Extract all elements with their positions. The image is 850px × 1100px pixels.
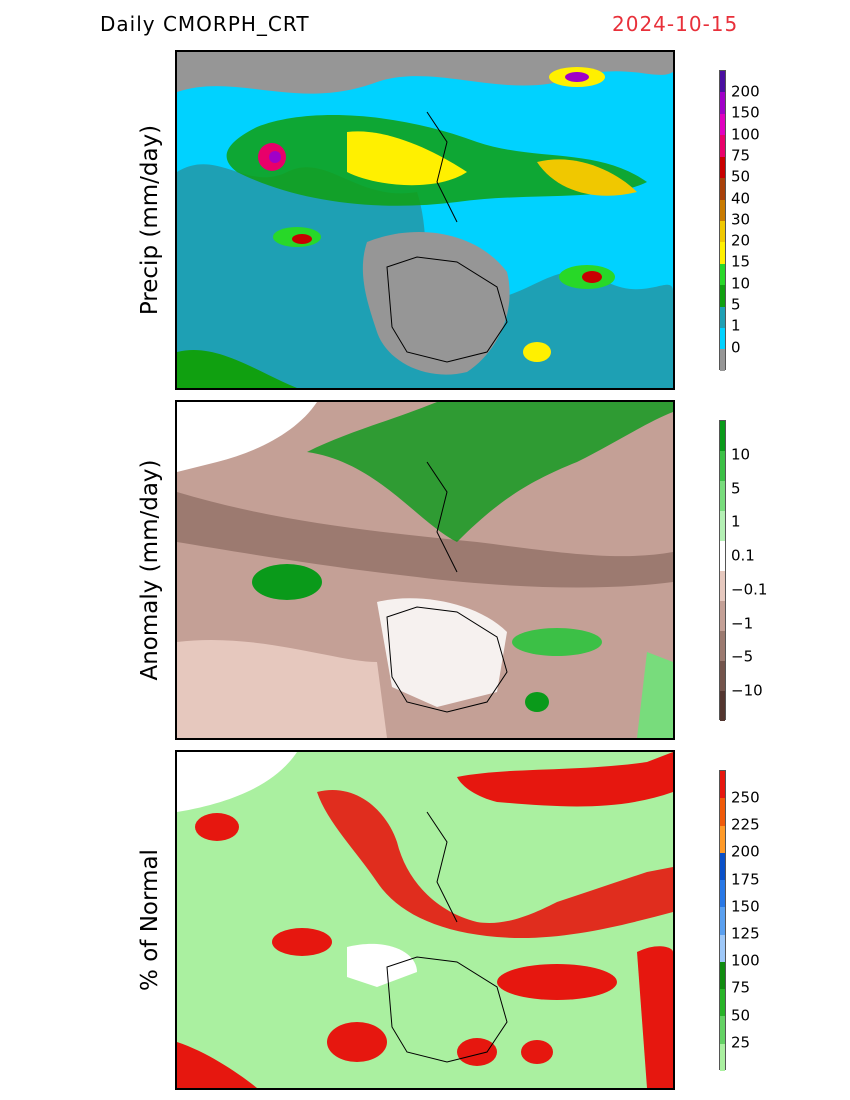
- colorbar-label: −0.1: [731, 580, 768, 599]
- colorbar-label: 1: [731, 316, 741, 335]
- colorbar-label: 50: [731, 167, 751, 186]
- colorbar-label: 0.1: [731, 546, 755, 565]
- anomaly-axis-label: Anomaly (mm/day): [137, 459, 163, 681]
- colorbar-label: 225: [731, 815, 760, 834]
- colorbar-swatch: [720, 481, 725, 511]
- colorbar-label: 15: [731, 252, 751, 271]
- colorbar-label: 150: [731, 897, 760, 916]
- colorbar-swatch: [720, 421, 725, 451]
- precip-axis-label: Precip (mm/day): [137, 124, 163, 316]
- colorbar-swatch: [720, 263, 725, 286]
- colorbar-label: 5: [731, 295, 741, 314]
- colorbar-label: 100: [731, 125, 760, 144]
- colorbar-swatch: [720, 135, 725, 157]
- precip-colorbar: [719, 70, 726, 371]
- colorbar-swatch: [720, 798, 725, 826]
- percent-normal-colorbar: [719, 770, 726, 1071]
- colorbar-swatch: [720, 601, 725, 631]
- colorbar-label: 30: [731, 210, 751, 229]
- colorbar-swatch: [720, 71, 725, 93]
- colorbar-label: −1: [731, 614, 754, 632]
- colorbar-swatch: [720, 907, 725, 935]
- anomaly-colorbar: [719, 420, 726, 721]
- colorbar-label: 20: [731, 231, 751, 250]
- colorbar-swatch: [720, 220, 725, 243]
- colorbar-swatch: [720, 631, 725, 661]
- colorbar-label: 75: [731, 146, 751, 165]
- colorbar-swatch: [720, 961, 725, 990]
- colorbar-swatch: [720, 113, 725, 136]
- colorbar-swatch: [720, 880, 725, 908]
- colorbar-swatch: [720, 541, 725, 571]
- product-title: Daily CMORPH_CRT: [100, 12, 310, 36]
- anomaly-map: [175, 400, 675, 740]
- colorbar-swatch: [720, 328, 725, 350]
- colorbar-label: 100: [731, 951, 760, 970]
- colorbar-swatch: [720, 178, 725, 200]
- colorbar-swatch: [720, 349, 725, 371]
- colorbar-swatch: [720, 771, 725, 799]
- colorbar-swatch: [720, 934, 725, 962]
- colorbar-label: 25: [731, 1033, 751, 1052]
- colorbar-swatch: [720, 571, 725, 601]
- colorbar-swatch: [720, 989, 725, 1017]
- colorbar-swatch: [720, 1016, 725, 1044]
- colorbar-swatch: [720, 852, 725, 881]
- colorbar-swatch: [720, 306, 725, 329]
- colorbar-swatch: [720, 285, 725, 307]
- colorbar-label: 10: [731, 274, 751, 293]
- colorbar-label: 200: [731, 82, 760, 101]
- colorbar-label: 40: [731, 189, 751, 207]
- colorbar-label: 250: [731, 788, 760, 807]
- colorbar-swatch: [720, 199, 725, 221]
- colorbar-swatch: [720, 92, 725, 114]
- colorbar-swatch: [720, 511, 725, 541]
- colorbar-swatch: [720, 1043, 725, 1071]
- colorbar-label: 50: [731, 1006, 751, 1025]
- colorbar-label: 175: [731, 870, 760, 889]
- colorbar-swatch: [720, 242, 725, 264]
- colorbar-swatch: [720, 691, 725, 721]
- precip-map: [175, 50, 675, 390]
- percent-normal-axis-label: % of Normal: [137, 849, 163, 991]
- colorbar-swatch: [720, 451, 725, 481]
- colorbar-label: 0: [731, 338, 741, 357]
- date-label: 2024-10-15: [612, 12, 739, 36]
- colorbar-label: 125: [731, 924, 760, 943]
- colorbar-label: 10: [731, 445, 751, 464]
- colorbar-label: 1: [731, 512, 741, 531]
- colorbar-swatch: [720, 156, 725, 179]
- colorbar-label: −10: [731, 681, 763, 700]
- colorbar-label: 75: [731, 978, 751, 997]
- colorbar-swatch: [720, 825, 725, 853]
- colorbar-label: −5: [731, 647, 754, 666]
- percent-normal-map: [175, 750, 675, 1090]
- colorbar-label: 200: [731, 842, 760, 861]
- colorbar-label: 150: [731, 103, 760, 122]
- colorbar-label: 5: [731, 479, 741, 498]
- colorbar-swatch: [720, 661, 725, 691]
